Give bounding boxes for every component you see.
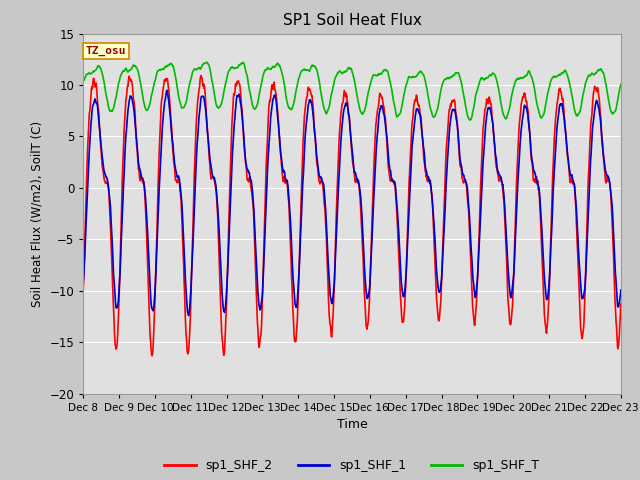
- sp1_SHF_2: [617, 301, 625, 307]
- sp1_SHF_T: [203, 60, 211, 65]
- sp1_SHF_T: [121, 67, 129, 72]
- sp1_SHF_T: [308, 63, 316, 69]
- Title: SP1 Soil Heat Flux: SP1 Soil Heat Flux: [283, 13, 421, 28]
- sp1_SHF_2: [197, 72, 205, 78]
- sp1_SHF_T: [79, 78, 87, 84]
- Line: sp1_SHF_T: sp1_SHF_T: [83, 62, 621, 120]
- sp1_SHF_2: [121, 114, 129, 120]
- sp1_SHF_1: [319, 181, 327, 187]
- sp1_SHF_T: [617, 82, 625, 87]
- sp1_SHF_2: [308, 93, 316, 99]
- sp1_SHF_1: [617, 288, 625, 293]
- sp1_SHF_T: [143, 108, 150, 113]
- sp1_SHF_1: [143, 212, 150, 218]
- sp1_SHF_T: [466, 117, 474, 123]
- sp1_SHF_T: [328, 87, 336, 93]
- sp1_SHF_T: [386, 76, 394, 82]
- sp1_SHF_T: [319, 100, 326, 106]
- sp1_SHF_1: [163, 87, 171, 93]
- sp1_SHF_1: [386, 167, 394, 173]
- Line: sp1_SHF_2: sp1_SHF_2: [83, 75, 621, 356]
- sp1_SHF_2: [329, 316, 337, 322]
- sp1_SHF_2: [386, 176, 394, 181]
- sp1_SHF_1: [308, 103, 316, 108]
- Text: TZ_osu: TZ_osu: [86, 46, 126, 57]
- sp1_SHF_1: [329, 296, 337, 301]
- sp1_SHF_1: [121, 154, 129, 159]
- sp1_SHF_2: [79, 287, 87, 293]
- Line: sp1_SHF_1: sp1_SHF_1: [83, 90, 621, 315]
- sp1_SHF_2: [143, 234, 150, 240]
- sp1_SHF_2: [319, 186, 327, 192]
- Y-axis label: Soil Heat Flux (W/m2), SoilT (C): Soil Heat Flux (W/m2), SoilT (C): [31, 120, 44, 307]
- Legend: sp1_SHF_2, sp1_SHF_1, sp1_SHF_T: sp1_SHF_2, sp1_SHF_1, sp1_SHF_T: [159, 455, 545, 477]
- X-axis label: Time: Time: [337, 418, 367, 431]
- sp1_SHF_1: [79, 279, 87, 285]
- sp1_SHF_1: [185, 312, 193, 318]
- sp1_SHF_2: [148, 353, 156, 359]
